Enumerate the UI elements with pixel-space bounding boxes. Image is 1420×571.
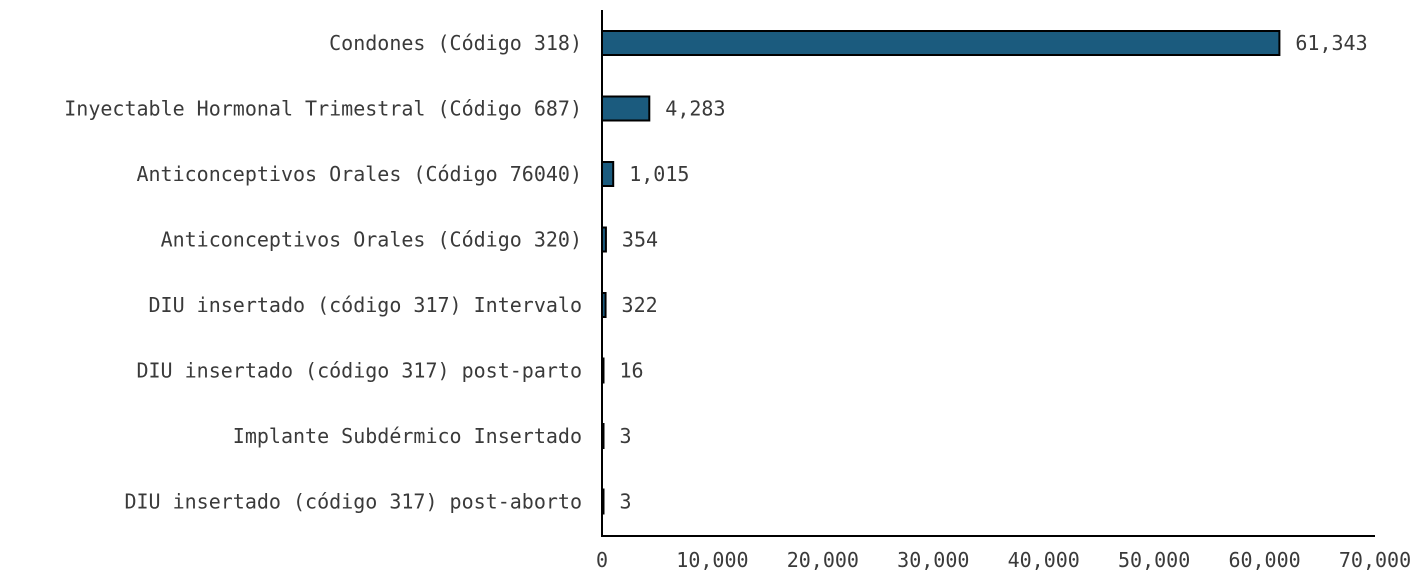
- x-tick-label: 70,000: [1339, 548, 1411, 571]
- bar: [601, 30, 1281, 56]
- data-label: 61,343: [1295, 31, 1367, 55]
- category-labels: Condones (Código 318) Inyectable Hormonal…: [64, 31, 582, 514]
- data-label: 16: [620, 359, 644, 383]
- x-tick-label: 20,000: [787, 548, 859, 571]
- x-axis-ticks: 0 10,000 20,000 30,000 40,000 50,000 60,000 70,…: [596, 548, 1411, 571]
- data-label: 1,015: [629, 162, 689, 186]
- data-label: 322: [622, 293, 658, 317]
- x-tick-label: 50,000: [1118, 548, 1190, 571]
- data-label: 3: [620, 424, 632, 448]
- category-label: DIU insertado (código 317) post-parto: [136, 359, 582, 383]
- value-labels: 61,343 4,283 1,015 354 322 16 3 3: [620, 31, 1368, 514]
- category-label: DIU insertado (código 317) post-aborto: [124, 490, 582, 514]
- x-tick-label: 0: [596, 548, 608, 571]
- data-label: 3: [620, 490, 632, 514]
- category-label: DIU insertado (código 317) Intervalo: [149, 293, 582, 317]
- category-label: Condones (Código 318): [329, 31, 582, 55]
- category-label: Inyectable Hormonal Trimestral (Código 6…: [64, 97, 582, 121]
- bar: [601, 95, 651, 122]
- category-label: Anticonceptivos Orales (Código 320): [161, 228, 582, 252]
- category-label: Anticonceptivos Orales (Código 76040): [136, 162, 582, 186]
- data-label: 354: [622, 228, 658, 252]
- x-tick-label: 60,000: [1228, 548, 1300, 571]
- data-label: 4,283: [665, 97, 725, 121]
- x-tick-label: 40,000: [1008, 548, 1080, 571]
- category-label: Implante Subdérmico Insertado: [233, 424, 582, 448]
- x-tick-label: 30,000: [897, 548, 969, 571]
- bar: [601, 161, 615, 187]
- x-tick-label: 10,000: [676, 548, 748, 571]
